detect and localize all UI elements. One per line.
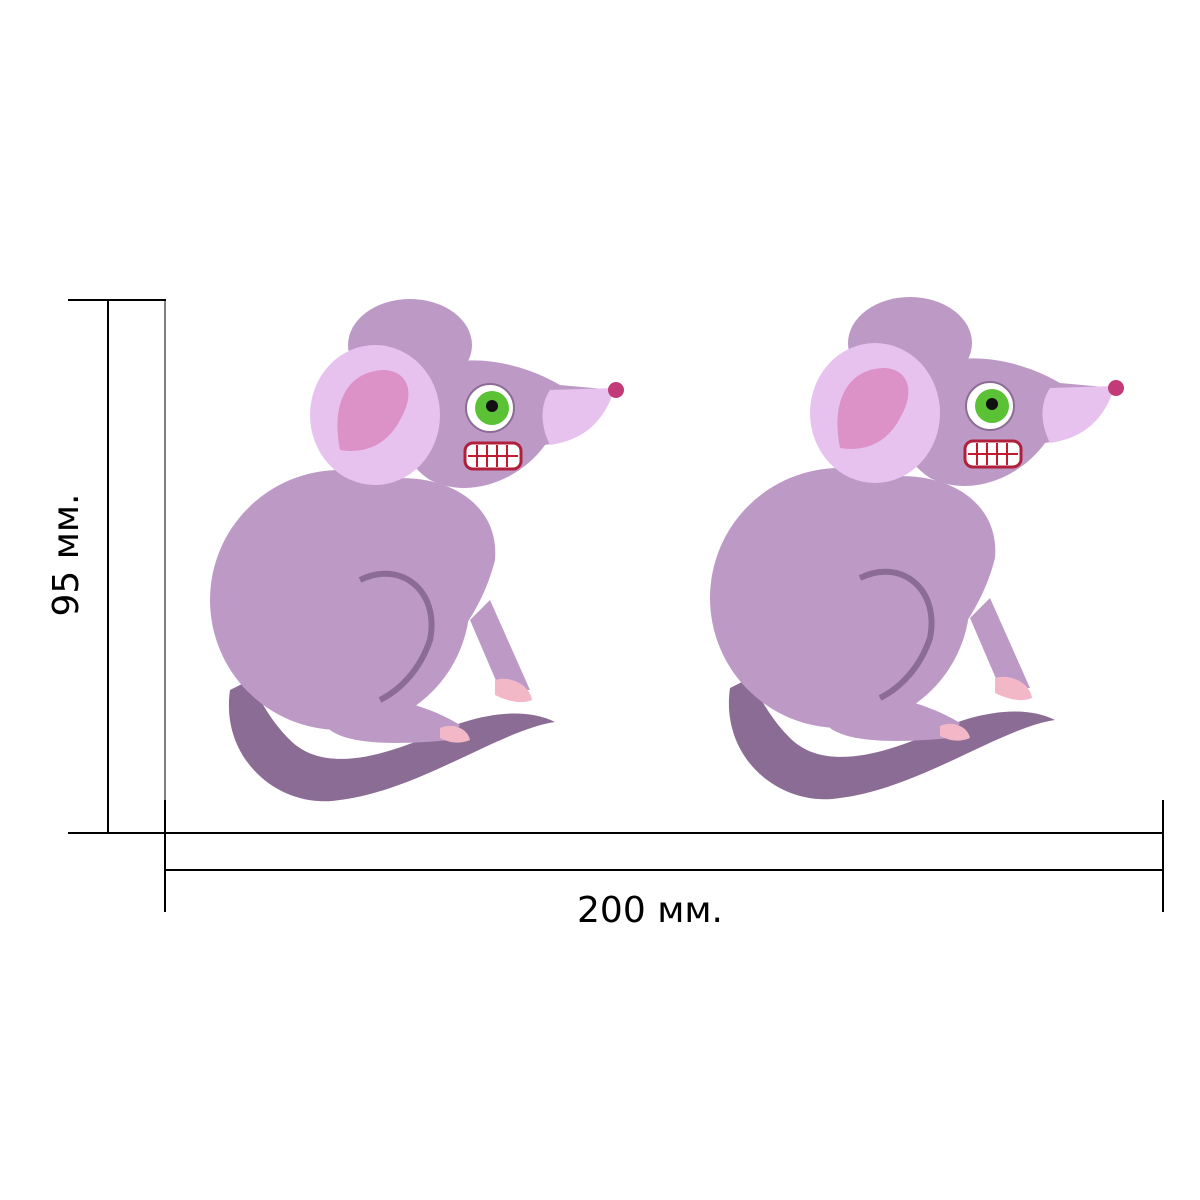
mouse-illustration [210, 299, 624, 801]
height-dimension [68, 299, 166, 834]
mouse-illustration [710, 297, 1124, 799]
width-dimension [164, 800, 1164, 912]
height-label: 95 мм. [46, 493, 87, 616]
width-label: 200 мм. [577, 890, 723, 931]
